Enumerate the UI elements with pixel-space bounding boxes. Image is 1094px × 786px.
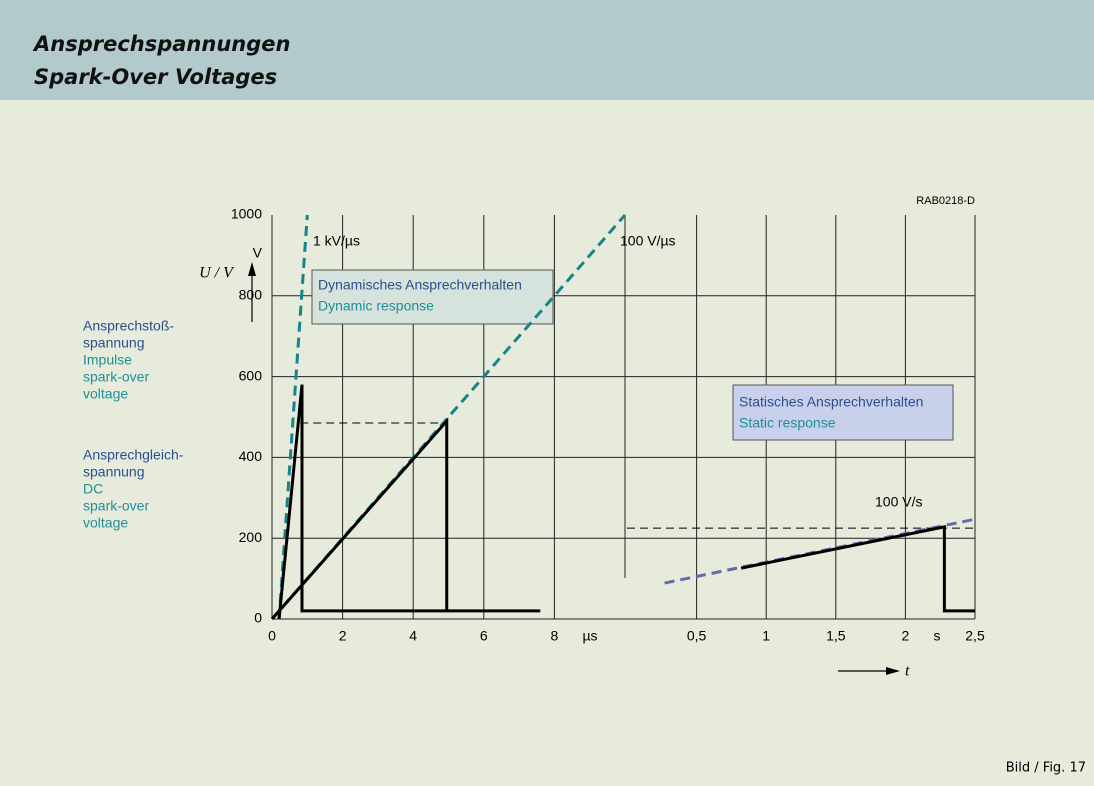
side-label: spark-over <box>83 498 149 514</box>
x-unit: s <box>934 628 941 644</box>
y-unit: V <box>253 245 263 261</box>
side-label: spannung <box>83 464 145 480</box>
series-line <box>277 384 541 620</box>
side-label: Impulse <box>83 352 132 368</box>
side-label: voltage <box>83 386 128 402</box>
x-tick-label: 1,5 <box>826 628 846 644</box>
chart-subtitle: Spark-Over Voltages <box>34 65 277 89</box>
side-label: Ansprechgleich- <box>83 447 184 463</box>
side-label: Ansprechstoß- <box>83 318 174 334</box>
chart-title: Ansprechspannungen <box>32 32 290 56</box>
annotation: 1 kV/µs <box>313 233 360 249</box>
figure-number: Bild / Fig. 17 <box>1006 761 1086 776</box>
series-line <box>270 417 449 620</box>
y-tick-label: 1000 <box>231 206 262 222</box>
series-line <box>740 525 975 613</box>
y-axis-label: U / V <box>199 265 235 282</box>
x-tick-label: 0 <box>268 628 276 644</box>
box-text: Statisches Ansprechverhalten <box>739 394 923 410</box>
box-text: Dynamisches Ansprechverhalten <box>318 277 522 293</box>
y-tick-label: 200 <box>239 529 263 545</box>
side-label: spannung <box>83 335 145 351</box>
side-label: spark-over <box>83 369 149 385</box>
y-tick-label: 600 <box>239 367 263 383</box>
static-box <box>732 384 954 441</box>
y-arrow-head <box>248 262 256 276</box>
y-tick-label: 0 <box>254 610 262 626</box>
y-tick-label: 400 <box>239 448 263 464</box>
side-label: voltage <box>83 515 128 531</box>
figure-code: RAB0218-D <box>916 195 975 207</box>
series-line <box>277 214 309 620</box>
x-tick-label: 6 <box>480 628 488 644</box>
box-text: Dynamic response <box>318 298 434 314</box>
x-tick-label: 4 <box>409 628 417 644</box>
x-tick-label: 2,5 <box>965 628 985 644</box>
x-tick-label: 8 <box>551 628 559 644</box>
x-tick-label: 2 <box>902 628 910 644</box>
header-band <box>0 0 1094 100</box>
box-text: Static response <box>739 415 836 431</box>
x-tick-label: 1 <box>762 628 770 644</box>
x-arrow-head <box>886 667 900 675</box>
dynamic-box <box>311 269 554 325</box>
x-tick-label: 0,5 <box>687 628 707 644</box>
x-unit: µs <box>582 628 597 644</box>
annotation: 100 V/µs <box>620 233 676 249</box>
annotation: 100 V/s <box>875 494 922 510</box>
y-tick-label: 800 <box>239 287 263 303</box>
side-label: DC <box>83 481 103 497</box>
x-axis-label: t <box>905 663 910 680</box>
x-tick-label: 2 <box>339 628 347 644</box>
